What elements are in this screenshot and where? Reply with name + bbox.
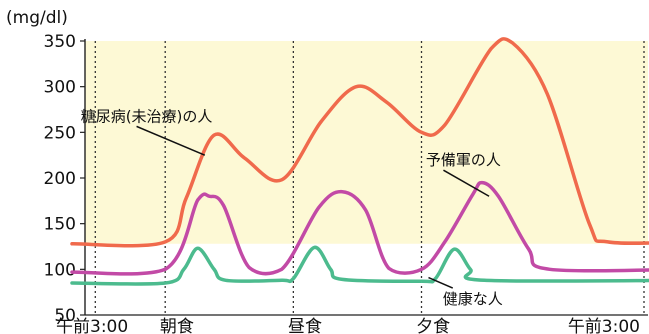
annotation-leader-2 bbox=[428, 276, 454, 289]
y-tick-label-50: 50 bbox=[54, 306, 76, 326]
y-unit-label: (mg/dl) bbox=[6, 8, 68, 28]
y-tick-label-100: 100 bbox=[44, 260, 76, 280]
y-tick-label-250: 250 bbox=[44, 123, 76, 143]
series-line-2 bbox=[70, 245, 649, 286]
y-tick-label-300: 300 bbox=[44, 78, 76, 98]
x-tick-label-1: 朝食 bbox=[160, 317, 194, 334]
annotation-label-1: 予備軍の人 bbox=[426, 151, 501, 169]
y-tick-label-150: 150 bbox=[44, 215, 76, 235]
x-tick-label-3: 夕食 bbox=[416, 317, 450, 334]
annotation-leader-1 bbox=[443, 169, 490, 197]
annotation-label-0: 糖尿病(未治療)の人 bbox=[81, 107, 213, 125]
y-tick-label-200: 200 bbox=[44, 169, 76, 189]
annotation-leader-0 bbox=[136, 125, 206, 156]
meal-lines-layer bbox=[94, 41, 645, 315]
x-tick-label-0: 午前3:00 bbox=[56, 317, 128, 334]
y-tick-label-350: 350 bbox=[44, 32, 76, 52]
x-tick-label-4: 午前3:00 bbox=[568, 317, 640, 334]
series-line-1 bbox=[70, 180, 649, 276]
x-tick-label-2: 昼食 bbox=[288, 317, 322, 334]
annotation-label-2: 健康な人 bbox=[443, 290, 503, 308]
